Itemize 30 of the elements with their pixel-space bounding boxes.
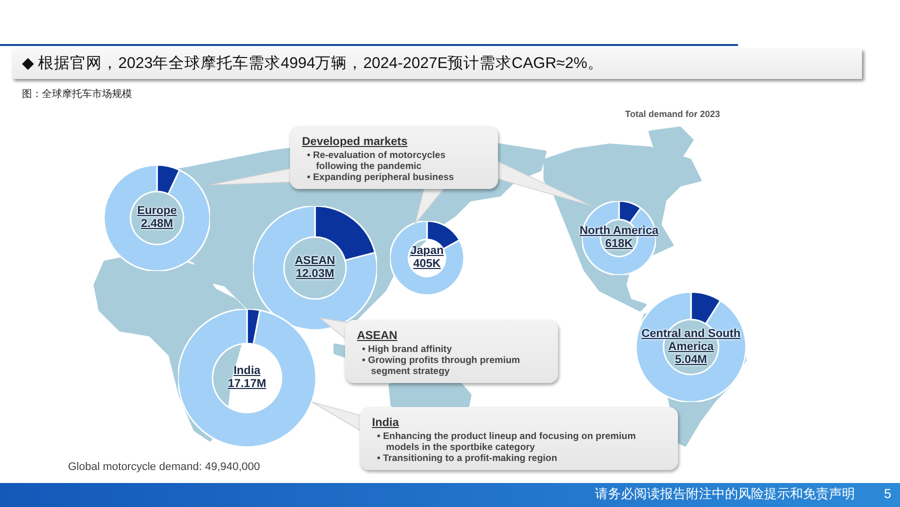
donut-slice [390, 221, 464, 295]
text: 5 [884, 486, 892, 502]
text: • Re-evaluation of motorcycles following the pandemic [306, 150, 446, 172]
text: • Enhancing the product lineup and focusing on premium models in the sportbike category [376, 431, 637, 453]
text: 17.17M [228, 378, 266, 391]
text: 405K [413, 258, 441, 271]
text: • High brand affinity [361, 344, 453, 355]
text: Europe [137, 205, 177, 218]
text: 请务必阅读报告附注中的风险提示和免责声明 [595, 486, 855, 502]
text: ASEAN [357, 330, 398, 342]
text: 12.03M [296, 268, 334, 281]
text: Total demand for 2023 [625, 108, 720, 120]
text: • Growing profits through premium segment strategy [361, 355, 521, 377]
text: 5.04M [675, 354, 707, 366]
text: Central and South America [640, 328, 742, 354]
text: North America [580, 225, 658, 238]
text: 图：全球摩托车市场规模 [22, 89, 132, 101]
text: 2.48M [141, 218, 173, 231]
donut-slice [104, 165, 210, 271]
text: Developed markets [302, 136, 408, 148]
text: Japan [410, 245, 444, 258]
text: ◆ 根据官网，2023年全球摩托车需求4994万辆，2024-2027E预计需求CAGR≈2%。 [22, 54, 604, 73]
text: • Expanding peripheral business [306, 172, 455, 183]
text: ASEAN [294, 255, 336, 268]
text: Global motorcycle demand: 49,940,000 [68, 460, 260, 474]
text: • Transitioning to a profit-making region [376, 453, 558, 464]
donut-slice [636, 292, 746, 402]
text: 618K [605, 238, 633, 251]
text: India [234, 365, 260, 378]
text: India [372, 417, 399, 429]
